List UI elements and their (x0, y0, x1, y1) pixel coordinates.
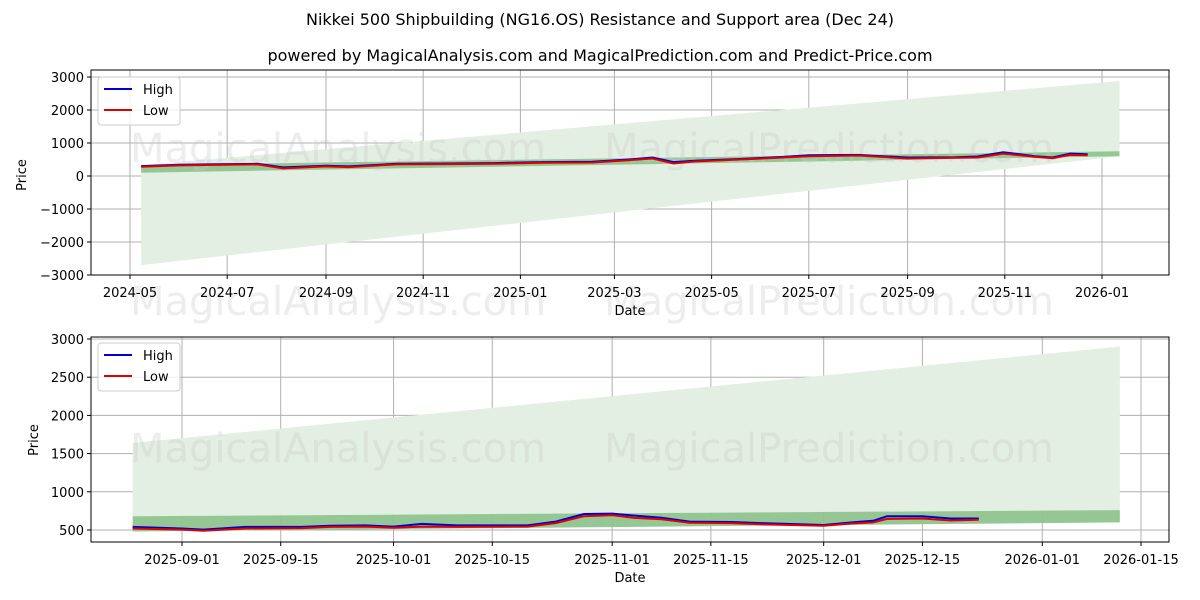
x-tick-label: 2025-11-15 (673, 553, 749, 568)
y-tick-label: 2000 (51, 409, 84, 424)
chart-subtitle: powered by MagicalAnalysis.com and Magic… (267, 46, 933, 65)
y-tick-label: 2500 (51, 371, 84, 386)
y-tick-label: −1000 (40, 203, 84, 218)
y-tick-label: 1000 (51, 486, 84, 501)
top-low-line (141, 152, 1088, 170)
x-tick-label: 2025-03 (587, 286, 641, 301)
watermark-magicalprediction: MagicalPrediction.com (604, 426, 1054, 472)
legend-low-label: Low (143, 370, 169, 385)
watermark-magicalanalysis: MagicalAnalysis.com (130, 279, 546, 325)
x-tick-label: 2025-10-01 (356, 553, 432, 568)
x-tick-label: 2025-09 (880, 286, 934, 301)
x-tick-label: 2024-05 (103, 286, 157, 301)
y-tick-label: 500 (59, 524, 84, 539)
watermark-magicalprediction: MagicalPrediction.com (604, 279, 1054, 325)
bottom-x-axis: 2025-09-01 2025-09-15 2025-10-01 2025-10-15… (144, 542, 1179, 568)
top-y-axis: 3000 2000 1000 0 −1000 −2000 −3000 (40, 71, 91, 284)
x-tick-label: 2025-10-15 (454, 553, 530, 568)
bottom-low-line (132, 514, 979, 532)
legend-high-label: High (143, 83, 173, 98)
x-tick-label: 2025-12-15 (885, 553, 961, 568)
top-x-axis: 2024-05 2024-07 2024-09 2024-11 2025-01 2025-… (103, 275, 1129, 301)
y-tick-label: 3000 (51, 333, 84, 348)
x-tick-label: 2025-01 (493, 286, 547, 301)
x-tick-label: 2026-01 (1075, 286, 1129, 301)
x-tick-label: 2024-11 (396, 286, 450, 301)
x-tick-label: 2024-07 (200, 286, 254, 301)
x-tick-label: 2024-09 (299, 286, 353, 301)
bottom-legend: High Low (97, 342, 181, 392)
y-tick-label: 2000 (51, 104, 84, 119)
top-projection-cone (141, 80, 1120, 266)
y-tick-label: 3000 (51, 71, 84, 86)
x-tick-label: 2026-01-01 (1004, 553, 1080, 568)
bottom-y-axis: 3000 2500 2000 1500 1000 500 (51, 333, 91, 539)
top-x-axis-label: Date (614, 304, 645, 319)
bottom-plot-frame (90, 336, 1170, 543)
top-legend: High Low (97, 76, 181, 126)
x-tick-label: 2025-12-01 (786, 553, 862, 568)
x-tick-label: 2025-11 (978, 286, 1032, 301)
top-chart: MagicalAnalysis.com MagicalPrediction.co… (15, 69, 1170, 325)
y-tick-label: 1500 (51, 448, 84, 463)
x-tick-label: 2026-01-15 (1103, 553, 1179, 568)
x-tick-label: 2025-09-15 (243, 553, 319, 568)
bottom-y-axis-label: Price (27, 424, 42, 456)
top-plot-frame (90, 69, 1170, 276)
x-tick-label: 2025-11-01 (574, 553, 650, 568)
y-tick-label: −2000 (40, 236, 84, 251)
bottom-x-axis-label: Date (614, 571, 645, 586)
y-tick-label: 0 (76, 170, 84, 185)
watermark-magicalprediction: MagicalPrediction.com (604, 126, 1054, 172)
top-y-axis-label: Price (15, 159, 30, 191)
chart-title: Nikkei 500 Shipbuilding (NG16.OS) Resist… (305, 10, 895, 29)
bottom-high-line (132, 512, 979, 531)
x-tick-label: 2025-07 (782, 286, 836, 301)
bottom-chart: MagicalAnalysis.com MagicalPrediction.co… (27, 333, 1179, 586)
y-tick-label: −3000 (40, 269, 84, 284)
y-tick-label: 1000 (51, 137, 84, 152)
x-tick-label: 2025-09-01 (144, 553, 220, 568)
legend-high-label: High (143, 349, 173, 364)
bottom-projection-cone (132, 346, 1120, 517)
watermark-magicalanalysis: MagicalAnalysis.com (130, 426, 546, 472)
x-tick-label: 2025-05 (684, 286, 738, 301)
legend-low-label: Low (143, 104, 169, 119)
